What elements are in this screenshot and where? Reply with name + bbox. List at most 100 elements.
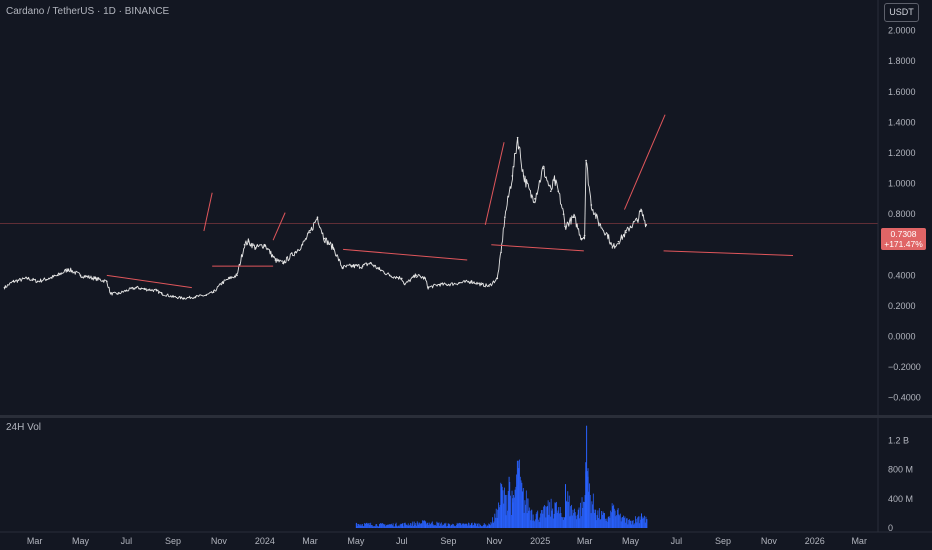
price-point — [580, 237, 583, 240]
currency-button[interactable]: USDT — [884, 3, 919, 22]
volume-bar — [373, 526, 375, 528]
volume-bar — [459, 523, 461, 528]
volume-bar — [561, 516, 563, 528]
volume-bar — [574, 508, 575, 528]
volume-bar — [539, 517, 541, 528]
volume-bar — [509, 482, 511, 528]
volume-bar — [383, 524, 385, 528]
volume-bar — [635, 516, 636, 528]
volume-bar — [394, 526, 396, 528]
time-tick-label: May — [622, 536, 640, 546]
volume-bar — [465, 523, 467, 528]
volume-bar — [572, 509, 574, 528]
volume-bar — [586, 471, 588, 528]
volume-bar — [604, 513, 605, 528]
volume-bar — [571, 504, 572, 528]
volume-bar — [618, 514, 620, 528]
volume-bar — [554, 502, 556, 528]
volume-bar — [569, 516, 571, 528]
volume-bar — [535, 513, 537, 528]
price-tick-label: 0.4000 — [888, 270, 916, 280]
volume-bar — [393, 526, 395, 528]
volume-bar — [622, 517, 624, 528]
volume-bar — [530, 520, 532, 528]
price-point — [625, 231, 627, 234]
volume-bar — [400, 523, 402, 528]
volume-bar — [416, 525, 417, 528]
volume-bar — [367, 523, 369, 528]
volume-bar — [443, 524, 444, 528]
time-tick-label: Mar — [27, 536, 43, 546]
price-tick-label: −0.2000 — [888, 362, 921, 372]
volume-bar — [424, 520, 426, 528]
volume-bar — [477, 523, 478, 528]
volume-bar — [638, 523, 640, 528]
price-point — [341, 266, 344, 269]
volume-bar — [601, 515, 603, 528]
time-tick-label: Sep — [165, 536, 181, 546]
price-point — [522, 175, 525, 177]
volume-bar — [592, 493, 594, 528]
volume-bar — [497, 509, 499, 528]
time-tick-label: May — [72, 536, 90, 546]
trendline — [484, 142, 505, 225]
volume-bar — [406, 524, 408, 528]
price-tick-label: 0.8000 — [888, 209, 916, 219]
price-tick-label: 1.2000 — [888, 148, 916, 158]
volume-bar — [589, 495, 591, 528]
volume-bar — [465, 523, 466, 528]
symbol-title[interactable]: Cardano / TetherUS · 1D · BINANCE — [6, 6, 170, 17]
price-series-line — [4, 137, 647, 300]
volume-bar — [574, 512, 576, 528]
volume-bar — [438, 522, 440, 528]
volume-bar — [485, 524, 487, 528]
volume-indicator-label[interactable]: 24H Vol — [6, 422, 42, 433]
volume-bar — [452, 524, 454, 528]
price-point — [282, 262, 284, 264]
volume-bar — [418, 524, 420, 528]
volume-bar — [624, 516, 626, 528]
volume-bar — [484, 524, 486, 528]
volume-bar — [619, 513, 621, 528]
volume-bar — [625, 522, 627, 528]
volume-bar — [507, 491, 509, 528]
volume-bar — [613, 508, 615, 528]
volume-bar — [433, 525, 435, 528]
volume-bar — [494, 513, 496, 528]
volume-bar — [389, 524, 390, 528]
time-tick-label: 2024 — [255, 536, 275, 546]
volume-bar — [562, 517, 563, 528]
volume-bar — [495, 508, 497, 528]
price-point — [27, 277, 29, 280]
volume-tick-label: 0 — [888, 523, 893, 533]
volume-bar — [363, 526, 365, 528]
volume-bar — [565, 500, 567, 528]
volume-bar — [402, 523, 404, 528]
volume-bar — [609, 517, 611, 528]
volume-bar — [442, 524, 444, 528]
volume-tick-label: 800 M — [888, 465, 913, 475]
volume-bar — [486, 526, 487, 528]
volume-bar — [395, 522, 397, 528]
price-tick-label: 0.2000 — [888, 301, 916, 311]
volume-bar — [407, 525, 408, 528]
price-point — [221, 282, 223, 284]
volume-bar — [644, 522, 646, 528]
volume-bar — [460, 523, 462, 528]
price-tick-label: 1.4000 — [888, 117, 916, 127]
volume-bar — [522, 491, 524, 528]
volume-bar — [518, 468, 520, 528]
volume-bar — [626, 518, 628, 528]
volume-bar — [513, 497, 515, 528]
volume-bar — [474, 523, 476, 528]
volume-bar — [403, 526, 405, 528]
volume-bar — [629, 520, 631, 528]
volume-bar — [381, 523, 383, 528]
volume-bar — [559, 507, 561, 528]
time-tick-label: Nov — [761, 536, 778, 546]
volume-bar — [375, 524, 377, 528]
volume-bar — [520, 480, 522, 528]
price-point — [236, 274, 238, 277]
volume-bar — [355, 522, 357, 528]
